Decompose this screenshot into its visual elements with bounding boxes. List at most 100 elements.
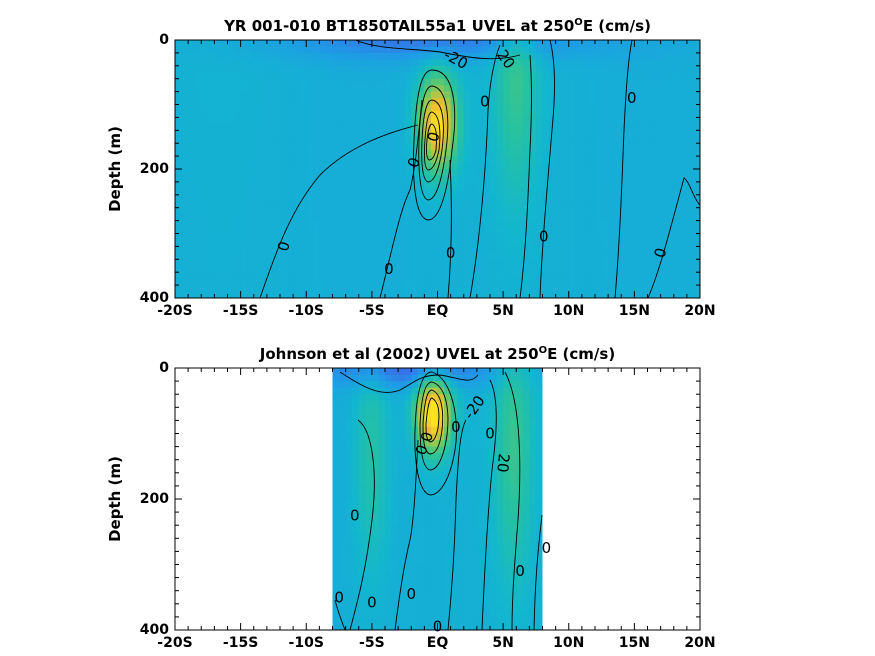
field-cell (463, 440, 471, 448)
field-cell (273, 117, 281, 125)
field-cell (411, 72, 419, 80)
field-cell (483, 485, 491, 494)
field-cell (503, 214, 511, 222)
field-cell (463, 525, 471, 533)
field-cell (522, 374, 530, 382)
field-cell (358, 459, 366, 467)
field-cell (457, 117, 465, 125)
field-cell (463, 538, 471, 546)
field-cell (371, 400, 380, 408)
field-cell (463, 485, 471, 494)
field-cell (483, 194, 491, 202)
contour-line (519, 54, 532, 298)
field-cell (404, 220, 412, 228)
field-cell (654, 252, 662, 260)
field-cell (437, 381, 445, 389)
field-cell (470, 584, 478, 592)
field-cell (417, 564, 425, 572)
field-cell (450, 78, 458, 86)
x-tick-label: 5N (492, 303, 513, 319)
field-cell (516, 91, 524, 99)
field-cell (358, 466, 366, 474)
field-cell (476, 551, 485, 559)
field-cell (490, 525, 498, 533)
field-cell (562, 227, 570, 235)
field-cell (450, 181, 458, 189)
field-cell (332, 130, 340, 138)
field-cell (581, 104, 590, 112)
field-cell (470, 162, 478, 170)
field-cell (549, 214, 557, 222)
field-cell (667, 207, 675, 215)
field-cell (575, 143, 583, 151)
field-cell (371, 291, 380, 298)
field-cell (365, 374, 373, 382)
field-cell (555, 194, 563, 202)
field-cell (549, 98, 557, 106)
field-cell (332, 453, 340, 461)
field-cell (549, 91, 557, 99)
field-cell (463, 46, 471, 54)
field-cell (332, 623, 340, 630)
field-cell (444, 525, 452, 533)
field-cell (490, 291, 498, 298)
field-cell (581, 117, 590, 125)
field-cell (378, 597, 386, 605)
field-cell (470, 597, 478, 605)
field-cell (417, 381, 425, 389)
field-cell (509, 278, 517, 286)
field-cell (673, 194, 681, 202)
field-cell (339, 239, 347, 247)
field-cell (450, 285, 458, 293)
field-cell (562, 207, 570, 215)
field-cell (240, 52, 248, 60)
field-cell (260, 46, 268, 54)
field-cell (306, 220, 314, 228)
field-cell (358, 239, 366, 247)
field-cell (588, 214, 596, 222)
field-cell (253, 194, 261, 202)
field-cell (614, 220, 622, 228)
field-cell (378, 374, 386, 382)
field-cell (588, 239, 596, 247)
field-cell (555, 85, 563, 93)
field-cell (247, 169, 255, 177)
field-cell (260, 104, 268, 112)
field-cell (352, 259, 360, 267)
field-cell (266, 169, 275, 177)
field-cell (424, 557, 432, 566)
field-cell (424, 272, 432, 280)
field-cell (457, 440, 465, 448)
field-cell (385, 407, 393, 415)
field-cell (627, 207, 635, 215)
field-cell (529, 143, 537, 151)
field-cell (378, 233, 386, 241)
field-cell (516, 413, 524, 421)
field-cell (345, 252, 353, 260)
field-cell (660, 52, 668, 60)
field-cell (358, 291, 366, 298)
field-cell (503, 597, 511, 605)
field-cell (260, 130, 268, 138)
field-cell (444, 220, 452, 228)
field-cell (693, 110, 700, 118)
field-cell (378, 143, 386, 151)
field-cell (352, 136, 360, 144)
field-cell (378, 72, 386, 80)
field-cell (345, 40, 353, 48)
field-cell (391, 272, 399, 280)
field-cell (332, 52, 340, 60)
field-cell (660, 78, 668, 86)
field-cell (234, 272, 242, 280)
field-cell (667, 104, 675, 112)
field-cell (476, 584, 485, 592)
field-cell (437, 78, 445, 86)
field-cell (398, 136, 406, 144)
field-cell (188, 272, 196, 280)
field-cell (667, 246, 675, 254)
field-cell (490, 597, 498, 605)
velocity-field-top (175, 40, 700, 298)
field-cell (483, 590, 491, 598)
field-cell (647, 291, 655, 298)
